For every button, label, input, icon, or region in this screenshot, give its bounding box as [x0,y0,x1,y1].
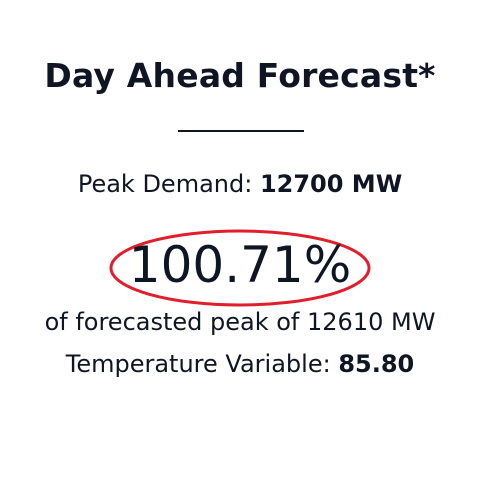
temperature-label: Temperature Variable: [65,350,331,378]
forecast-note: of forecasted peak of 12610 MW [44,308,436,336]
percentage-block: 100.71% [0,228,480,308]
temperature-line: Temperature Variable: 85.80 [0,350,480,378]
peak-demand-value: 12700 MW [259,170,403,198]
percentage-value: 100.71% [128,236,352,294]
temperature-value: 85.80 [338,350,415,378]
title-divider [178,130,304,132]
peak-demand-line: Peak Demand: 12700 MW [0,170,480,198]
page-title: Day Ahead Forecast* [44,56,436,95]
highlight-ring-icon [109,229,371,307]
peak-demand-label: Peak Demand: [77,170,253,198]
